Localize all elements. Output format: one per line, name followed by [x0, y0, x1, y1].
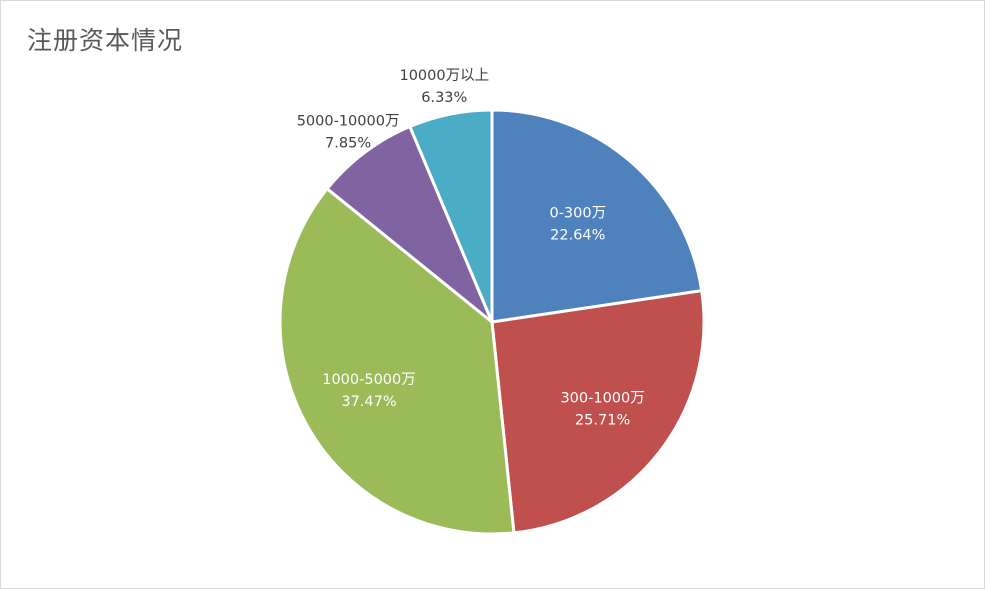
slice-name-label: 5000-10000万 [297, 114, 400, 130]
slice-percent-label: 22.64% [550, 227, 605, 243]
slice-percent-label: 25.71% [575, 413, 630, 429]
pie-slice-4 [325, 124, 494, 324]
pie-slice-5 [407, 108, 494, 323]
slice-name-label: 10000万以上 [399, 67, 489, 84]
slice-percent-label: 7.85% [325, 136, 371, 152]
pie-slice-3 [278, 186, 516, 536]
chart-title: 注册资本情况 [27, 26, 184, 55]
pie-slices [278, 108, 706, 536]
slice-percent-label: 37.47% [341, 394, 396, 410]
slice-name-label: 0-300万 [549, 205, 606, 221]
slice-name-label: 300-1000万 [560, 391, 644, 407]
pie-slice-1 [490, 108, 704, 324]
pie-slice-2 [490, 288, 706, 535]
slice-percent-label: 6.33% [421, 90, 467, 106]
slice-name-label: 1000-5000万 [322, 372, 416, 388]
pie-labels: 0-300万 22.64% 300-1000万 25.71% 1000-5000万 37.… [297, 67, 645, 429]
